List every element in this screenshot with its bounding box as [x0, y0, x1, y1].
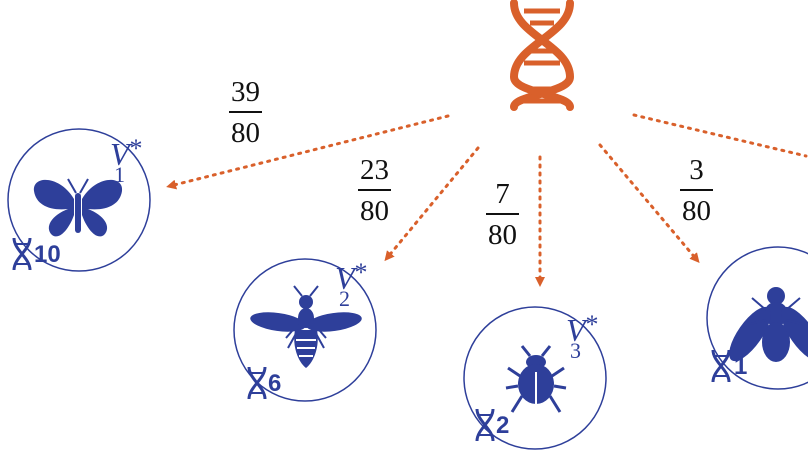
node-circle-1 — [7, 128, 151, 272]
dna-count-icon-2 — [247, 366, 267, 400]
variable-name: V — [110, 136, 130, 172]
node-count-3: 2 — [496, 412, 510, 439]
dna-count-icon-1 — [12, 237, 32, 271]
node-count-4: 1 — [734, 353, 748, 380]
node-circle-4 — [706, 246, 808, 390]
fraction-bar — [229, 111, 262, 113]
fraction-bar — [358, 189, 391, 191]
denominator: 80 — [488, 219, 517, 251]
node-label-2: V* 2 — [335, 260, 368, 310]
variable-subscript: 2 — [339, 286, 350, 311]
variable-star: * — [129, 134, 143, 163]
numerator: 7 — [495, 178, 510, 210]
fly-icon — [729, 287, 808, 362]
fraction-bar — [486, 213, 519, 215]
edge-probability-2: 23 80 — [358, 156, 391, 226]
denominator: 80 — [360, 195, 389, 227]
fraction-bar — [680, 189, 713, 191]
numerator: 23 — [360, 154, 389, 186]
bee-icon — [250, 285, 362, 368]
node-circle-2 — [233, 258, 377, 402]
variable-name: V — [566, 312, 586, 348]
node-count-1: 10 — [34, 241, 61, 268]
node-circle-3 — [463, 306, 607, 450]
numerator: 39 — [231, 76, 260, 108]
denominator: 80 — [231, 117, 260, 149]
node-label-1: V* 1 — [110, 136, 143, 186]
edge-probability-3: 7 80 — [486, 180, 519, 250]
edge-arrow-5 — [632, 113, 808, 158]
variable-star: * — [585, 310, 599, 339]
edge-probability-1: 39 80 — [229, 78, 262, 148]
edge-arrow-2 — [384, 146, 480, 262]
dna-icon — [509, 0, 575, 111]
variable-subscript: 3 — [570, 338, 581, 363]
dna-count-icon-3 — [475, 408, 495, 442]
beetle-icon — [505, 345, 567, 413]
variable-subscript: 1 — [114, 162, 125, 187]
variable-name: V — [335, 260, 355, 296]
denominator: 80 — [682, 195, 711, 227]
node-label-3: V* 3 — [566, 312, 599, 362]
edge-probability-4: 3 80 — [680, 156, 713, 226]
numerator: 3 — [689, 154, 704, 186]
edge-arrow-4 — [598, 143, 700, 264]
variable-star: * — [354, 258, 368, 287]
dna-count-icon-4 — [711, 349, 731, 383]
edge-arrow-1 — [166, 114, 450, 190]
node-count-2: 6 — [268, 370, 282, 397]
butterfly-icon — [33, 178, 123, 237]
